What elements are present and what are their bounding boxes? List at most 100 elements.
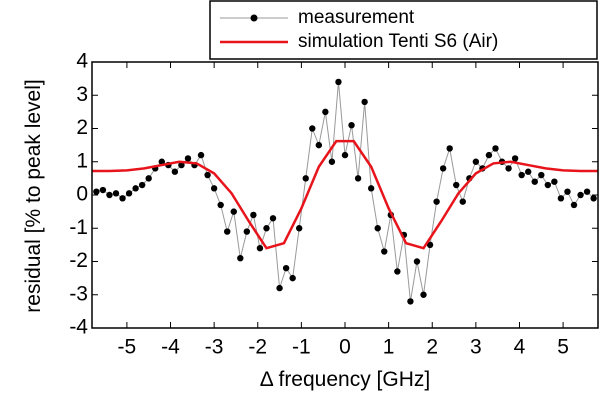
plot-area — [92, 78, 598, 305]
measurement-point — [420, 291, 427, 298]
measurement-point — [328, 158, 336, 165]
x-tick-label: -4 — [161, 336, 180, 359]
measurement-point — [413, 258, 421, 265]
measurement-point — [295, 225, 303, 232]
measurement-point — [263, 225, 270, 232]
x-tick-label: -5 — [118, 336, 137, 359]
measurement-point — [138, 181, 146, 189]
measurement-point — [256, 245, 264, 252]
simulation-line — [92, 139, 598, 250]
measurement-point — [544, 181, 552, 189]
measurement-point — [583, 188, 591, 195]
measurement-point — [426, 241, 434, 249]
measurement-point — [197, 151, 205, 159]
measurement-point — [433, 198, 440, 205]
measurement-point — [99, 186, 107, 194]
measurement-point — [171, 168, 179, 175]
measurement-point — [112, 190, 120, 197]
y-tick-label: -1 — [69, 216, 88, 239]
measurement-point — [309, 125, 316, 132]
measurement-point — [119, 195, 126, 202]
measurement-point — [538, 171, 545, 179]
measurement-point — [354, 175, 362, 182]
x-tick-label: 3 — [470, 336, 482, 359]
legend-label: simulation Tenti S6 (Air) — [298, 31, 498, 52]
measurement-point — [204, 171, 211, 179]
y-tick-label: -4 — [69, 316, 88, 339]
measurement-point — [525, 168, 532, 175]
y-axis-label: residual [% to peak level] — [22, 79, 45, 312]
x-tick-label: -2 — [248, 336, 267, 359]
measurement-point — [531, 178, 538, 185]
legend-label: measurement — [298, 7, 415, 28]
measurement-point — [472, 158, 480, 165]
y-tick-label: -2 — [69, 249, 88, 272]
measurement-point — [276, 284, 283, 292]
x-tick-label: -3 — [205, 336, 224, 359]
x-tick-label: 1 — [383, 336, 395, 359]
measurement-point — [106, 191, 113, 199]
legend-marker — [250, 14, 258, 22]
measurement-point — [302, 175, 309, 182]
measurement-point — [511, 155, 519, 162]
measurement-point — [243, 228, 251, 235]
measurement-point — [577, 191, 584, 199]
x-tick-label: 0 — [339, 336, 351, 359]
plot-frame — [91, 61, 599, 329]
measurement-point — [570, 201, 578, 209]
measurement-point — [269, 215, 277, 222]
x-axis-label: Δ frequency [GHz] — [260, 368, 430, 391]
measurement-point — [439, 165, 447, 172]
measurement-point — [230, 208, 237, 215]
measurement-point — [93, 188, 100, 195]
y-tick-label: 0 — [76, 183, 88, 206]
measurement-point — [210, 185, 218, 192]
measurement-point — [564, 188, 571, 195]
measurement-point — [322, 108, 329, 116]
x-tick-label: 4 — [514, 336, 526, 359]
measurement-point — [348, 121, 355, 129]
measurement-point — [217, 201, 224, 209]
measurement-point — [341, 151, 349, 159]
x-tick-label: -1 — [292, 336, 311, 359]
legend-box — [209, 0, 598, 60]
measurement-point — [315, 141, 323, 149]
measurement-point — [459, 198, 466, 205]
measurement-point — [557, 195, 565, 202]
y-tick-label: 2 — [76, 116, 88, 139]
measurement-point — [394, 268, 401, 275]
measurement-point — [381, 248, 388, 255]
measurement-point — [374, 225, 381, 232]
y-tick-label: 1 — [76, 149, 88, 172]
measurement-point — [446, 145, 453, 152]
measurement-point — [158, 158, 165, 165]
measurement-point — [184, 155, 192, 162]
y-tick-label: 3 — [76, 83, 88, 106]
measurement-point — [492, 145, 499, 152]
measurement-point — [250, 211, 257, 219]
y-tick-label: -3 — [69, 282, 88, 305]
measurement-point — [551, 178, 558, 185]
measurement-point — [518, 171, 525, 179]
measurement-point — [367, 185, 375, 192]
measurement-point — [237, 254, 244, 262]
measurement-point — [289, 274, 296, 282]
measurement-point — [125, 190, 133, 197]
measurement-line — [96, 81, 594, 302]
measurement-point — [453, 181, 460, 189]
measurement-point — [361, 98, 368, 106]
measurement-point — [407, 298, 414, 305]
x-tick-label: 2 — [426, 336, 438, 359]
measurement-point — [505, 165, 512, 172]
y-tick-label: 4 — [76, 50, 88, 73]
measurement-point — [145, 175, 152, 182]
measurement-point — [178, 161, 185, 169]
measurement-point — [335, 78, 342, 86]
measurement-point — [132, 185, 139, 192]
measurement-point — [224, 228, 231, 235]
measurement-point — [282, 264, 290, 272]
x-tick-label: 5 — [557, 336, 569, 359]
measurement-point — [485, 151, 493, 159]
measurement-point — [590, 195, 597, 202]
